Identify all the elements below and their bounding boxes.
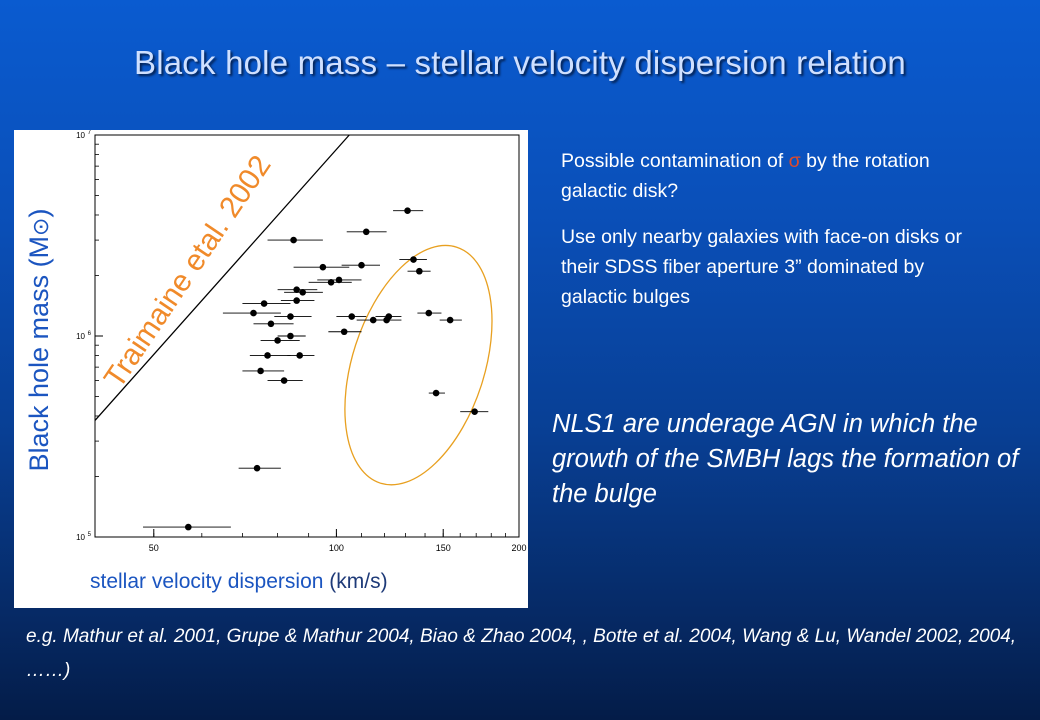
data-point xyxy=(425,309,433,317)
data-point xyxy=(446,316,454,324)
data-point xyxy=(185,523,192,531)
y-axis-label-main: Black hole mass (M xyxy=(24,235,54,472)
data-point xyxy=(319,263,327,271)
bullet-2: Use only nearby galaxies with face-on di… xyxy=(561,226,963,308)
bullet-1-post: by the rotation galactic disk? xyxy=(561,150,930,202)
data-point xyxy=(404,207,411,215)
data-point xyxy=(410,256,417,263)
bullet-1: Possible contamination of σ by the rotat… xyxy=(561,146,981,206)
data-point xyxy=(358,261,365,269)
data-point xyxy=(340,328,348,336)
data-point xyxy=(280,377,288,384)
sigma-symbol: σ xyxy=(788,150,801,172)
x-axis-label-unit: (km/s) xyxy=(329,570,388,593)
scatter-chart-panel: 50 100 150 200 10 5 10 6 10 7 xyxy=(14,130,528,608)
data-point xyxy=(274,337,281,344)
data-point xyxy=(471,408,478,416)
data-point xyxy=(416,267,423,275)
data-point xyxy=(432,389,440,397)
sun-symbol-icon: ⊙ xyxy=(28,217,53,236)
data-point xyxy=(299,288,307,296)
data-point xyxy=(253,464,261,472)
x-tick-label: 100 xyxy=(329,543,344,553)
y-tick-label: 10 xyxy=(76,332,85,341)
data-point xyxy=(260,300,268,307)
y-axis-label: Black hole mass (M⊙) xyxy=(19,120,59,560)
data-point xyxy=(267,320,275,328)
y-tick-exponent: 7 xyxy=(88,130,92,136)
data-point xyxy=(385,313,393,320)
data-point xyxy=(327,278,335,286)
data-point xyxy=(293,286,300,293)
data-point xyxy=(250,309,257,317)
x-tick-label: 200 xyxy=(511,543,526,553)
x-axis-label-main: stellar velocity dispersion xyxy=(90,570,330,593)
references: e.g. Mathur et al. 2001, Grupe & Mathur … xyxy=(26,626,1017,681)
x-tick-label: 50 xyxy=(149,543,159,553)
y-tick-exponent: 6 xyxy=(88,331,92,337)
y-axis-label-close: ) xyxy=(24,208,54,218)
data-point xyxy=(296,352,304,359)
nls1-statement: NLS1 are underage AGN in which the growt… xyxy=(552,410,1019,508)
x-axis-label: stellar velocity dispersion (km/s) xyxy=(90,570,530,594)
data-point xyxy=(290,236,297,244)
data-point xyxy=(348,313,356,320)
data-point xyxy=(264,352,271,359)
relation-line xyxy=(94,134,350,421)
nls1-highlight-ellipse xyxy=(344,244,493,486)
y-tick-exponent: 5 xyxy=(88,532,92,538)
data-point xyxy=(257,367,264,375)
slide-title: Black hole mass – stellar velocity dispe… xyxy=(134,44,906,81)
data-point xyxy=(362,228,370,236)
data-point xyxy=(287,332,294,340)
data-point xyxy=(335,276,343,284)
data-point xyxy=(287,313,294,320)
y-tick-label: 10 xyxy=(76,131,85,140)
x-tick-label: 150 xyxy=(436,543,451,553)
data-point xyxy=(293,297,300,304)
bullet-1-pre: Possible contamination of xyxy=(561,150,789,172)
y-tick-label: 10 xyxy=(76,533,85,542)
